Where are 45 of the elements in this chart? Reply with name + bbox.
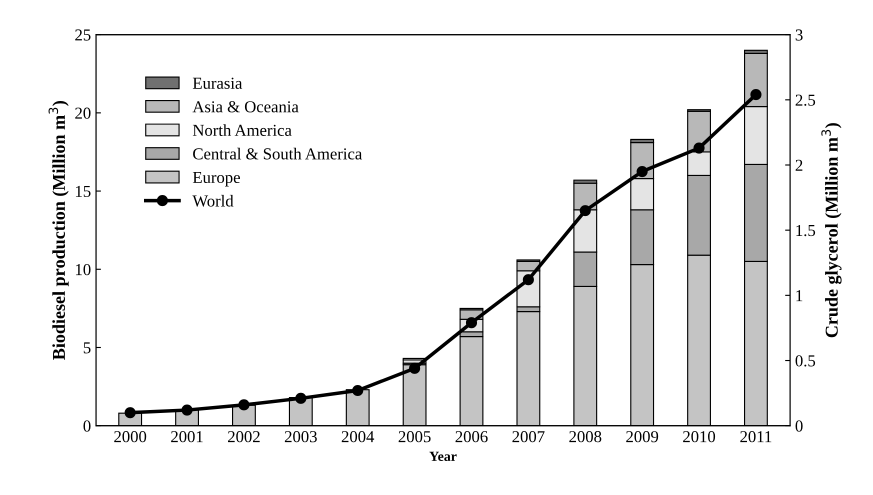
point <box>238 399 250 410</box>
y-tick-label: 0 <box>83 420 91 432</box>
y-tick-label: 25 <box>75 29 91 41</box>
y-tick-label: 5 <box>84 342 91 354</box>
x-tick-label: 2007 <box>512 431 545 442</box>
x-tick-label: 2010 <box>683 431 716 442</box>
point <box>522 274 534 286</box>
x-tick-label: 2004 <box>342 431 374 442</box>
y-tick-label: 10 <box>76 264 91 276</box>
legend-label: Europe <box>192 172 240 186</box>
legend-label: Eurasia <box>192 78 242 89</box>
y2-tick-label: 0.5 <box>796 355 816 367</box>
y-tick-label: 20 <box>75 108 91 119</box>
point <box>295 392 306 404</box>
legend-label: Asia & Oceania <box>192 101 299 112</box>
y-axis-title: Biodiesel production (Million m$^{3}$) <box>48 100 69 360</box>
y2-tick-label: 1 <box>796 290 802 302</box>
point <box>693 142 705 154</box>
point <box>636 166 648 178</box>
y2-tick-label: 2.5 <box>796 94 816 106</box>
x-tick-label: 2005 <box>398 431 431 442</box>
point <box>352 384 364 396</box>
x-tick-label: 2001 <box>171 431 203 442</box>
x-tick-label: 2006 <box>456 431 488 442</box>
x-tick-label: 2009 <box>626 431 658 442</box>
x-axis-title: Year <box>429 452 457 462</box>
x-tick-label: 2003 <box>284 431 317 442</box>
x-tick-label: 2011 <box>740 431 772 442</box>
x-tick-label: 2008 <box>569 431 602 442</box>
y2-tick-label: 2 <box>796 160 802 171</box>
point <box>750 89 762 100</box>
y2-tick-label: 1.5 <box>796 224 816 236</box>
y2-axis-title: Crude glycerol (Million m$^{3}$) <box>821 123 842 338</box>
y2-tick-label: 3 <box>796 29 803 41</box>
y2-tick-label: 0 <box>796 420 803 432</box>
legend-label: Central & South America <box>193 148 362 160</box>
y-tick-label: 15 <box>76 186 91 198</box>
point <box>580 205 591 216</box>
point <box>181 404 193 416</box>
point <box>409 362 420 374</box>
x-tick-label: 2000 <box>114 431 146 442</box>
legend-label: North America <box>192 124 292 136</box>
point <box>124 407 136 418</box>
legend-label: World <box>192 194 234 207</box>
x-tick-label: 2002 <box>228 431 260 442</box>
